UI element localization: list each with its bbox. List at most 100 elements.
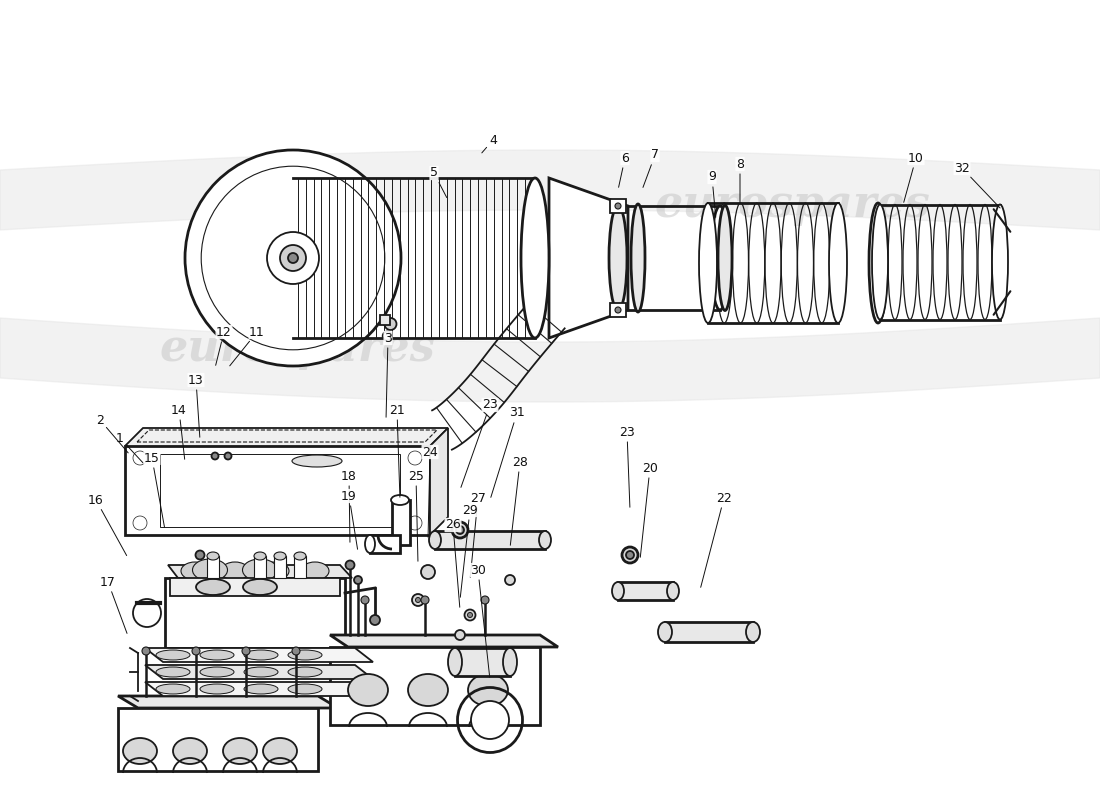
Text: 6: 6 bbox=[618, 151, 629, 187]
Ellipse shape bbox=[142, 647, 150, 655]
Ellipse shape bbox=[416, 598, 420, 602]
Ellipse shape bbox=[468, 613, 473, 618]
Text: eurospares: eurospares bbox=[654, 182, 930, 226]
Ellipse shape bbox=[658, 622, 672, 642]
Ellipse shape bbox=[261, 562, 289, 580]
Ellipse shape bbox=[185, 150, 402, 366]
Text: 8: 8 bbox=[736, 158, 744, 202]
Polygon shape bbox=[145, 665, 373, 679]
Ellipse shape bbox=[133, 599, 161, 627]
Ellipse shape bbox=[612, 582, 624, 600]
Bar bbox=[370, 535, 400, 553]
Ellipse shape bbox=[123, 738, 157, 764]
Text: 18: 18 bbox=[341, 470, 356, 542]
Ellipse shape bbox=[288, 667, 322, 677]
Ellipse shape bbox=[211, 453, 219, 459]
Ellipse shape bbox=[196, 579, 230, 595]
Ellipse shape bbox=[667, 582, 679, 600]
Bar bbox=[165, 578, 345, 648]
Ellipse shape bbox=[244, 650, 278, 660]
Ellipse shape bbox=[365, 535, 375, 553]
Ellipse shape bbox=[521, 178, 549, 338]
Ellipse shape bbox=[869, 203, 887, 323]
Text: 23: 23 bbox=[619, 426, 635, 507]
Ellipse shape bbox=[421, 565, 434, 579]
Ellipse shape bbox=[200, 650, 234, 660]
Text: 26: 26 bbox=[446, 518, 461, 607]
Polygon shape bbox=[330, 635, 558, 647]
Ellipse shape bbox=[288, 684, 322, 694]
Text: 24: 24 bbox=[422, 446, 438, 538]
Ellipse shape bbox=[207, 552, 219, 560]
Ellipse shape bbox=[301, 562, 329, 580]
Polygon shape bbox=[145, 682, 373, 696]
Ellipse shape bbox=[429, 531, 441, 549]
Ellipse shape bbox=[615, 203, 622, 209]
Ellipse shape bbox=[156, 667, 190, 677]
Ellipse shape bbox=[481, 596, 490, 604]
Ellipse shape bbox=[244, 667, 278, 677]
Text: eurospares: eurospares bbox=[160, 326, 434, 370]
Ellipse shape bbox=[267, 232, 319, 284]
Text: 12: 12 bbox=[216, 326, 232, 366]
Ellipse shape bbox=[263, 738, 297, 764]
Ellipse shape bbox=[421, 596, 429, 604]
Ellipse shape bbox=[221, 562, 249, 580]
Ellipse shape bbox=[288, 253, 298, 263]
Ellipse shape bbox=[872, 205, 888, 319]
Ellipse shape bbox=[615, 307, 622, 313]
Bar bbox=[207, 556, 219, 578]
Text: 16: 16 bbox=[88, 494, 126, 555]
Ellipse shape bbox=[468, 674, 508, 706]
Ellipse shape bbox=[698, 203, 717, 323]
Ellipse shape bbox=[345, 561, 354, 570]
Ellipse shape bbox=[718, 206, 732, 310]
Ellipse shape bbox=[192, 647, 200, 655]
Ellipse shape bbox=[274, 552, 286, 560]
Ellipse shape bbox=[361, 596, 368, 604]
Ellipse shape bbox=[631, 204, 645, 312]
Text: 9: 9 bbox=[708, 170, 716, 218]
Bar bbox=[392, 500, 410, 545]
Polygon shape bbox=[168, 565, 352, 578]
Ellipse shape bbox=[539, 531, 551, 549]
Ellipse shape bbox=[280, 245, 306, 271]
Bar bbox=[330, 647, 540, 725]
Bar bbox=[610, 303, 626, 317]
Ellipse shape bbox=[626, 551, 634, 559]
Ellipse shape bbox=[609, 206, 627, 310]
Ellipse shape bbox=[243, 579, 277, 595]
Ellipse shape bbox=[294, 552, 306, 560]
Ellipse shape bbox=[408, 674, 448, 706]
Ellipse shape bbox=[503, 648, 517, 676]
Text: 22: 22 bbox=[701, 491, 732, 587]
Bar bbox=[434, 531, 544, 549]
Ellipse shape bbox=[200, 667, 234, 677]
Text: 30: 30 bbox=[470, 563, 490, 678]
Ellipse shape bbox=[156, 650, 190, 660]
Ellipse shape bbox=[254, 552, 266, 560]
Ellipse shape bbox=[354, 576, 362, 584]
Text: 10: 10 bbox=[904, 151, 924, 202]
Text: 17: 17 bbox=[100, 575, 126, 634]
Ellipse shape bbox=[196, 550, 205, 559]
Ellipse shape bbox=[456, 526, 464, 534]
Text: 14: 14 bbox=[172, 403, 187, 459]
Ellipse shape bbox=[505, 575, 515, 585]
Polygon shape bbox=[430, 428, 448, 535]
Text: 32: 32 bbox=[954, 162, 1000, 208]
Ellipse shape bbox=[746, 622, 760, 642]
Ellipse shape bbox=[242, 559, 277, 581]
Text: 11: 11 bbox=[230, 326, 265, 366]
Bar bbox=[170, 578, 340, 596]
Ellipse shape bbox=[156, 684, 190, 694]
Text: 27: 27 bbox=[470, 491, 486, 578]
Ellipse shape bbox=[829, 203, 847, 323]
Bar bbox=[118, 708, 318, 771]
Ellipse shape bbox=[383, 331, 392, 341]
Bar bbox=[274, 556, 286, 578]
Bar bbox=[666, 622, 754, 642]
Ellipse shape bbox=[992, 205, 1008, 319]
Text: 5: 5 bbox=[430, 166, 447, 198]
Ellipse shape bbox=[452, 522, 468, 538]
